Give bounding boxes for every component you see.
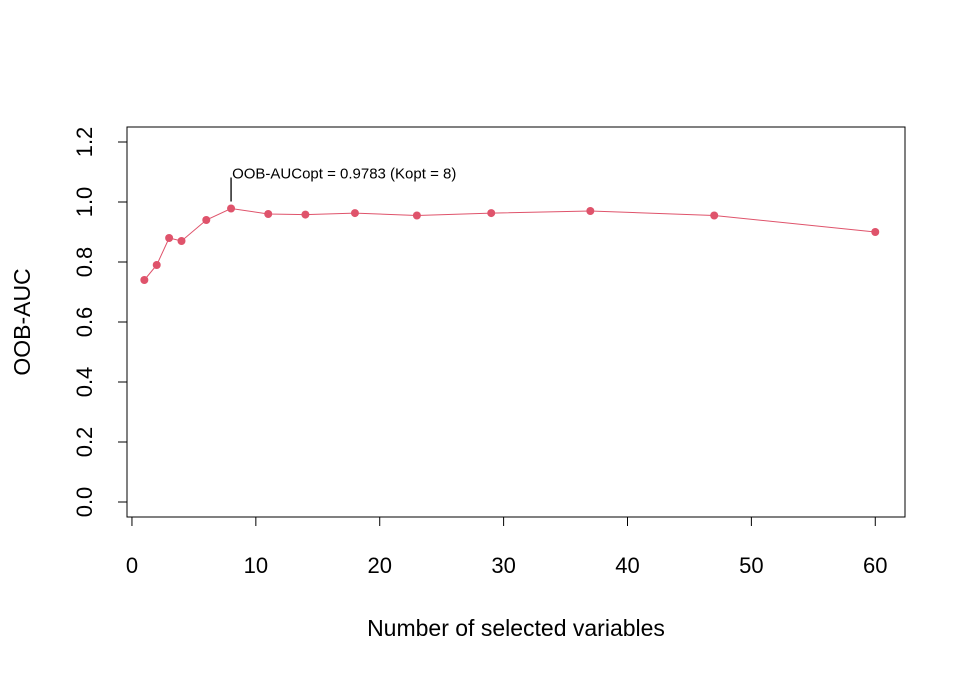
annotation-text: OOB-AUCopt = 0.9783 (Kopt = 8) (232, 166, 456, 183)
series-line (143, 207, 876, 281)
x-tick-label: 0 (126, 553, 138, 578)
data-point (140, 276, 149, 284)
data-point (227, 204, 236, 213)
data-point (152, 261, 161, 269)
x-tick-label: 30 (491, 553, 515, 578)
x-axis: 0 10 20 30 40 50 60 (126, 516, 888, 578)
data-point (301, 210, 310, 219)
x-tick-label: 20 (367, 553, 391, 578)
x-axis-title: Number of selected variables (367, 615, 665, 641)
data-point (165, 234, 174, 242)
y-tick-label: 1.2 (72, 127, 97, 158)
y-axis: 0.0 0.2 0.4 0.6 0.8 1.0 1.2 (72, 127, 128, 518)
data-point (264, 210, 273, 218)
series-layer (140, 204, 880, 284)
plot-frame (126, 126, 906, 518)
y-axis-title: OOB-AUC (9, 268, 35, 375)
data-point (871, 228, 880, 236)
data-point (202, 216, 211, 224)
x-tick-label: 10 (244, 553, 268, 578)
y-tick-label: 0.8 (72, 247, 97, 278)
x-tick-label: 60 (863, 553, 887, 578)
y-tick-label: 0.4 (72, 367, 97, 398)
data-point (350, 209, 359, 218)
data-point (710, 211, 719, 220)
y-tick-label: 0.6 (72, 307, 97, 338)
x-tick-label: 50 (739, 553, 763, 578)
annotation-layer: OOB-AUCopt = 0.9783 (Kopt = 8) (230, 166, 456, 202)
y-tick-label: 0.2 (72, 427, 97, 458)
y-tick-label: 1.0 (72, 187, 97, 218)
data-point (487, 209, 496, 218)
x-tick-label: 40 (615, 553, 639, 578)
data-point (177, 237, 186, 245)
data-point (586, 207, 595, 215)
y-tick-label: 0.0 (72, 487, 97, 518)
data-point (412, 211, 421, 220)
